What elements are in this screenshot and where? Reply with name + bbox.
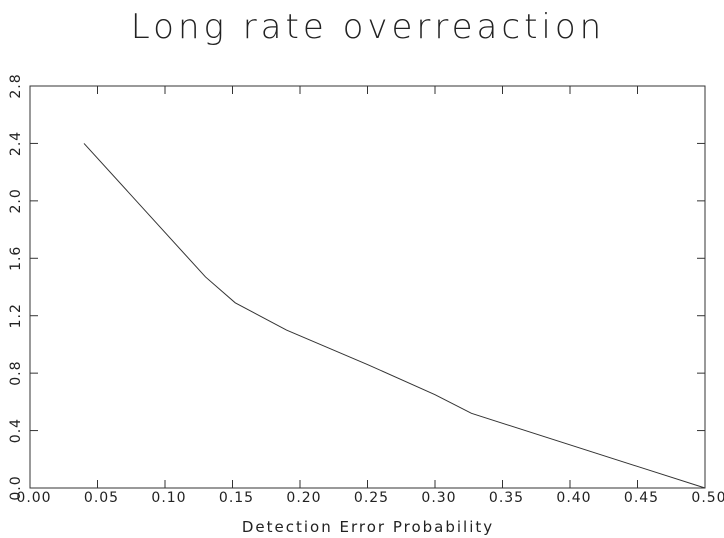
y-tick-label: 2.4	[8, 131, 24, 156]
y-tick-label: 2.8	[8, 73, 24, 98]
x-tick-label: 0.20	[286, 490, 321, 506]
x-tick-label: 0.05	[84, 490, 119, 506]
x-axis: 0.00 0.05 0.10 0.15 0.20 0.25 0.30 0.35 0.40 0.45…	[16, 86, 724, 506]
x-tick-label: 0.10	[151, 490, 186, 506]
y-tick-label: 2.0	[8, 188, 24, 213]
x-tick-label: 0.25	[354, 490, 389, 506]
x-tick-label: 0.50	[691, 490, 724, 506]
x-tick-label: 0.35	[489, 490, 524, 506]
series-line-0	[83, 143, 706, 489]
x-tick-label: 0.30	[421, 490, 456, 506]
y-axis: 0.0 0.4 0.8 1.2 1.6 2.0 2.4 2.8	[8, 73, 705, 501]
y-tick-label: 0.0	[8, 475, 24, 500]
x-tick-label: 0.40	[556, 490, 591, 506]
x-tick-label: 0.00	[16, 490, 51, 506]
x-axis-label: Detection Error Probability	[242, 518, 494, 536]
y-tick-label: 1.6	[8, 246, 24, 271]
y-tick-label: 0.8	[8, 361, 24, 386]
series-group	[83, 143, 706, 489]
plot-frame	[29, 85, 706, 489]
chart-title: Long rate overreaction	[131, 7, 605, 47]
x-tick-label: 0.45	[624, 490, 659, 506]
y-tick-label: 1.2	[8, 303, 24, 328]
y-tick-label: 0.4	[8, 418, 24, 443]
x-tick-label: 0.15	[219, 490, 254, 506]
